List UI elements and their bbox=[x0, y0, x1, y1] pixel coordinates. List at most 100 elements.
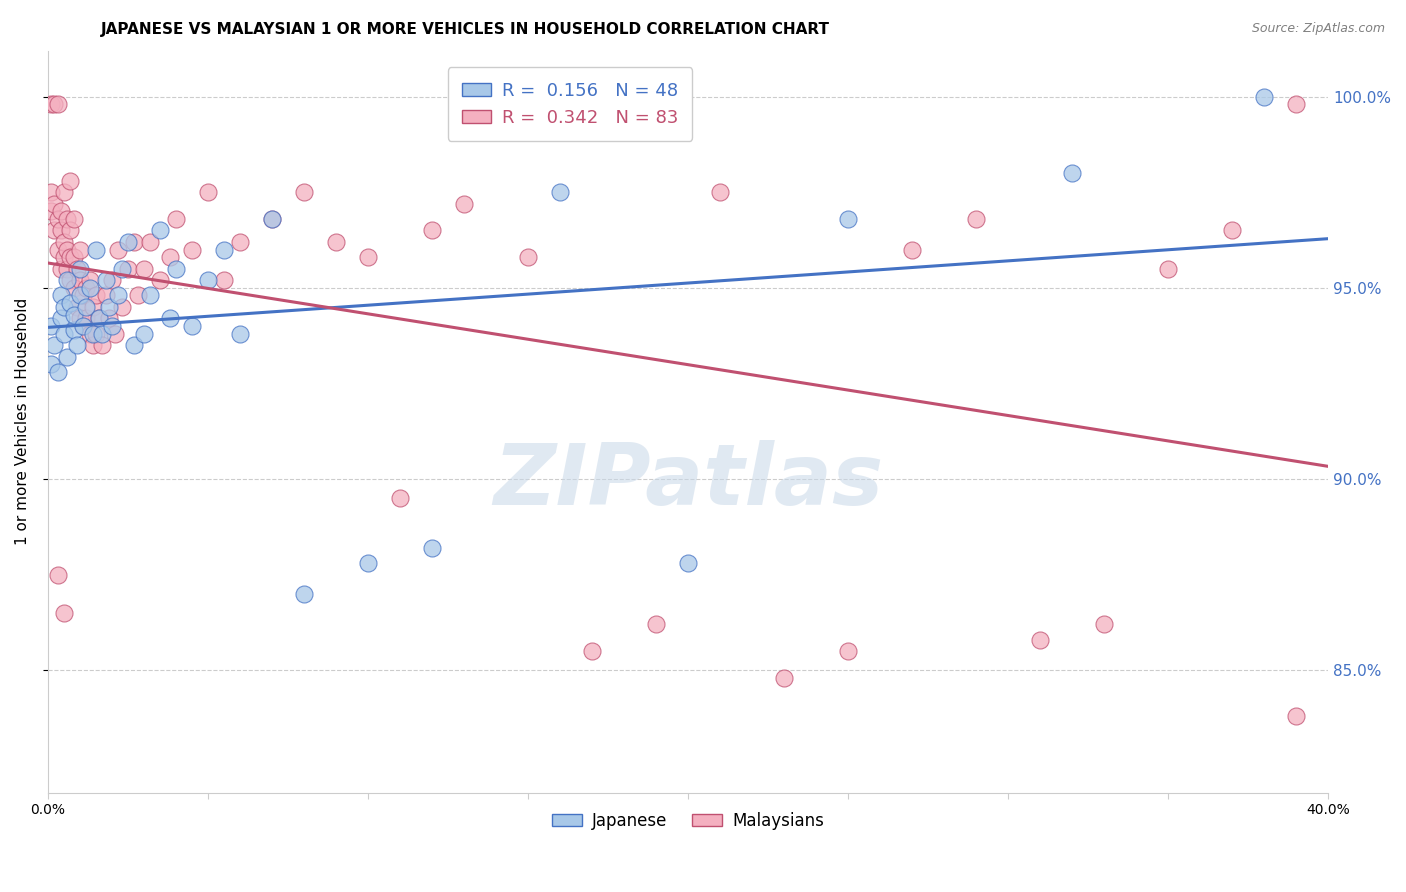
Point bbox=[56, 261, 79, 276]
Point bbox=[56, 350, 79, 364]
Point bbox=[1157, 261, 1180, 276]
Point bbox=[59, 273, 82, 287]
Point bbox=[149, 273, 172, 287]
Point bbox=[46, 211, 69, 226]
Point bbox=[139, 235, 162, 249]
Point bbox=[49, 204, 72, 219]
Point bbox=[97, 311, 120, 326]
Point bbox=[94, 273, 117, 287]
Point bbox=[49, 288, 72, 302]
Point bbox=[548, 185, 571, 199]
Point bbox=[44, 196, 66, 211]
Point bbox=[79, 281, 101, 295]
Point bbox=[1092, 617, 1115, 632]
Point bbox=[62, 323, 84, 337]
Point bbox=[101, 273, 124, 287]
Point bbox=[965, 211, 987, 226]
Point bbox=[39, 357, 62, 371]
Point bbox=[389, 491, 412, 505]
Point bbox=[91, 338, 114, 352]
Point bbox=[127, 288, 149, 302]
Point bbox=[1285, 709, 1308, 723]
Point bbox=[357, 250, 380, 264]
Point bbox=[837, 211, 859, 226]
Point bbox=[56, 273, 79, 287]
Point bbox=[1220, 223, 1243, 237]
Point bbox=[212, 273, 235, 287]
Point bbox=[53, 300, 76, 314]
Point bbox=[69, 273, 91, 287]
Point bbox=[111, 261, 134, 276]
Text: JAPANESE VS MALAYSIAN 1 OR MORE VEHICLES IN HOUSEHOLD CORRELATION CHART: JAPANESE VS MALAYSIAN 1 OR MORE VEHICLES… bbox=[101, 22, 830, 37]
Point bbox=[212, 243, 235, 257]
Point bbox=[46, 243, 69, 257]
Point bbox=[292, 587, 315, 601]
Point bbox=[1253, 89, 1275, 103]
Point bbox=[181, 319, 204, 334]
Point bbox=[101, 319, 124, 334]
Point bbox=[75, 300, 97, 314]
Point bbox=[181, 243, 204, 257]
Point bbox=[117, 261, 139, 276]
Point bbox=[53, 326, 76, 341]
Point bbox=[292, 185, 315, 199]
Point bbox=[39, 204, 62, 219]
Point bbox=[82, 300, 104, 314]
Point bbox=[124, 235, 146, 249]
Point bbox=[66, 338, 89, 352]
Point bbox=[72, 288, 94, 302]
Point bbox=[517, 250, 540, 264]
Point bbox=[645, 617, 668, 632]
Point bbox=[56, 243, 79, 257]
Point bbox=[46, 365, 69, 379]
Point bbox=[89, 311, 111, 326]
Point bbox=[62, 211, 84, 226]
Point bbox=[75, 311, 97, 326]
Point bbox=[49, 223, 72, 237]
Point bbox=[581, 644, 603, 658]
Point bbox=[104, 326, 127, 341]
Point bbox=[59, 223, 82, 237]
Point bbox=[79, 326, 101, 341]
Point bbox=[44, 97, 66, 112]
Point bbox=[69, 311, 91, 326]
Point bbox=[66, 300, 89, 314]
Point bbox=[46, 97, 69, 112]
Point bbox=[44, 223, 66, 237]
Point bbox=[39, 185, 62, 199]
Text: ZIPatlas: ZIPatlas bbox=[494, 440, 883, 523]
Point bbox=[39, 97, 62, 112]
Point bbox=[262, 211, 284, 226]
Point bbox=[420, 541, 443, 555]
Point bbox=[49, 311, 72, 326]
Point bbox=[49, 261, 72, 276]
Point bbox=[69, 243, 91, 257]
Point bbox=[84, 326, 107, 341]
Point bbox=[39, 319, 62, 334]
Point bbox=[97, 300, 120, 314]
Point bbox=[325, 235, 347, 249]
Point bbox=[837, 644, 859, 658]
Point bbox=[1285, 97, 1308, 112]
Point bbox=[197, 273, 219, 287]
Point bbox=[124, 338, 146, 352]
Point bbox=[165, 261, 187, 276]
Point bbox=[66, 261, 89, 276]
Point bbox=[46, 567, 69, 582]
Point bbox=[62, 250, 84, 264]
Point bbox=[420, 223, 443, 237]
Point bbox=[69, 288, 91, 302]
Point bbox=[197, 185, 219, 199]
Point bbox=[62, 308, 84, 322]
Point bbox=[53, 185, 76, 199]
Point bbox=[62, 281, 84, 295]
Point bbox=[79, 273, 101, 287]
Point bbox=[69, 261, 91, 276]
Point bbox=[139, 288, 162, 302]
Point bbox=[117, 235, 139, 249]
Point bbox=[89, 311, 111, 326]
Point bbox=[53, 606, 76, 620]
Point bbox=[159, 250, 181, 264]
Point bbox=[262, 211, 284, 226]
Point bbox=[229, 326, 252, 341]
